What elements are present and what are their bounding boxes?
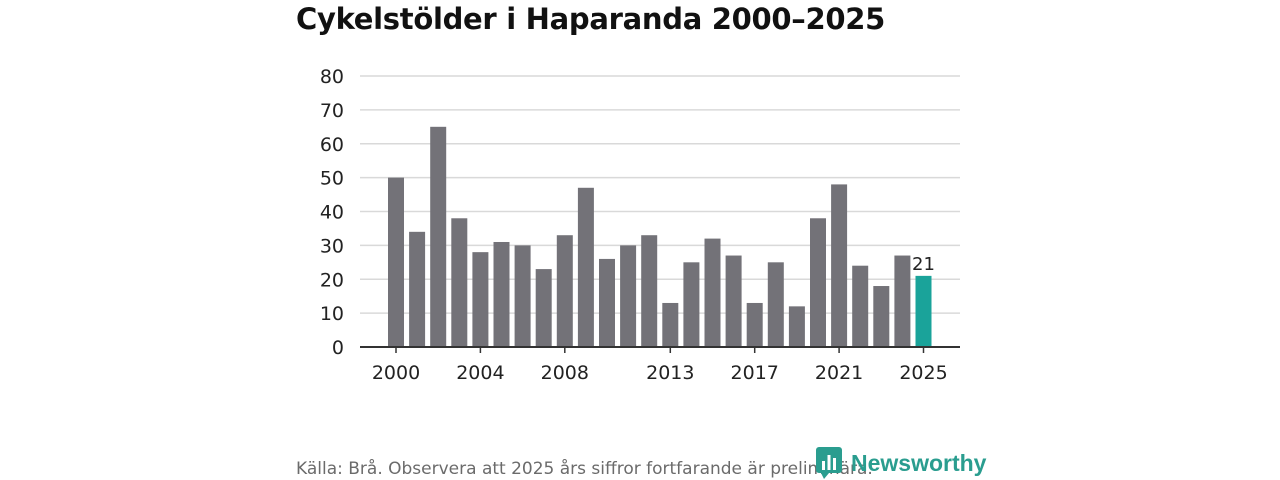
gridlines bbox=[360, 75, 960, 314]
bar-2002 bbox=[430, 126, 447, 347]
brand-name: Newsworthy bbox=[851, 449, 987, 476]
y-tick-label: 50 bbox=[320, 168, 344, 190]
bar-2011 bbox=[620, 245, 637, 347]
bar-2007 bbox=[535, 269, 552, 347]
bar-chart-bubble-icon bbox=[816, 447, 842, 479]
bar-2015 bbox=[704, 238, 721, 347]
bar-2008 bbox=[556, 235, 573, 347]
bar-2025 bbox=[915, 275, 932, 347]
bar-2014 bbox=[683, 262, 700, 347]
bar-2016 bbox=[725, 255, 742, 347]
bar-2012 bbox=[641, 235, 658, 347]
bars bbox=[388, 126, 932, 347]
bar-2013 bbox=[662, 302, 679, 347]
bar-2020 bbox=[810, 218, 826, 347]
bar-2010 bbox=[599, 258, 615, 347]
bar-2024 bbox=[894, 255, 911, 347]
bar-2021 bbox=[831, 184, 848, 347]
y-axis-labels: 0 10 20 30 40 50 60 70 80 bbox=[320, 66, 344, 359]
x-tick-label: 2025 bbox=[899, 362, 947, 384]
bar-2019 bbox=[788, 306, 805, 347]
y-tick-label: 0 bbox=[332, 337, 344, 359]
y-tick-label: 10 bbox=[320, 303, 344, 325]
bar-2004 bbox=[472, 252, 489, 347]
x-tick-label: 2013 bbox=[646, 362, 694, 384]
bar-2006 bbox=[514, 245, 531, 347]
bar-2003 bbox=[451, 218, 468, 347]
y-tick-label: 70 bbox=[320, 100, 344, 122]
bar-2017 bbox=[746, 302, 763, 347]
bar-2005 bbox=[493, 241, 510, 347]
y-tick-label: 30 bbox=[320, 235, 344, 257]
bar-2000 bbox=[388, 177, 404, 347]
y-tick-label: 60 bbox=[320, 134, 344, 156]
x-axis: 2000 2004 2008 2013 2017 2021 2025 bbox=[360, 346, 960, 384]
chart-title: Cykelstölder i Haparanda 2000–2025 bbox=[296, 2, 885, 36]
x-tick-label: 2017 bbox=[731, 362, 779, 384]
bar-2009 bbox=[577, 187, 594, 347]
brand-logo: Newsworthy bbox=[815, 446, 986, 480]
source-note: Källa: Brå. Observera att 2025 års siffr… bbox=[296, 459, 873, 479]
x-tick-label: 2008 bbox=[541, 362, 589, 384]
bar-2018 bbox=[767, 262, 784, 347]
bar-2023 bbox=[873, 286, 890, 347]
bar-2001 bbox=[409, 231, 426, 347]
data-label-2025: 21 bbox=[912, 254, 935, 275]
x-tick-label: 2004 bbox=[456, 362, 504, 384]
x-tick-label: 2000 bbox=[372, 362, 420, 384]
x-tick-label: 2021 bbox=[815, 362, 863, 384]
bar-2022 bbox=[852, 265, 869, 347]
y-tick-label: 40 bbox=[320, 202, 344, 224]
y-tick-label: 20 bbox=[320, 269, 344, 291]
annotations: 21 bbox=[912, 254, 935, 275]
y-tick-label: 80 bbox=[320, 66, 344, 88]
